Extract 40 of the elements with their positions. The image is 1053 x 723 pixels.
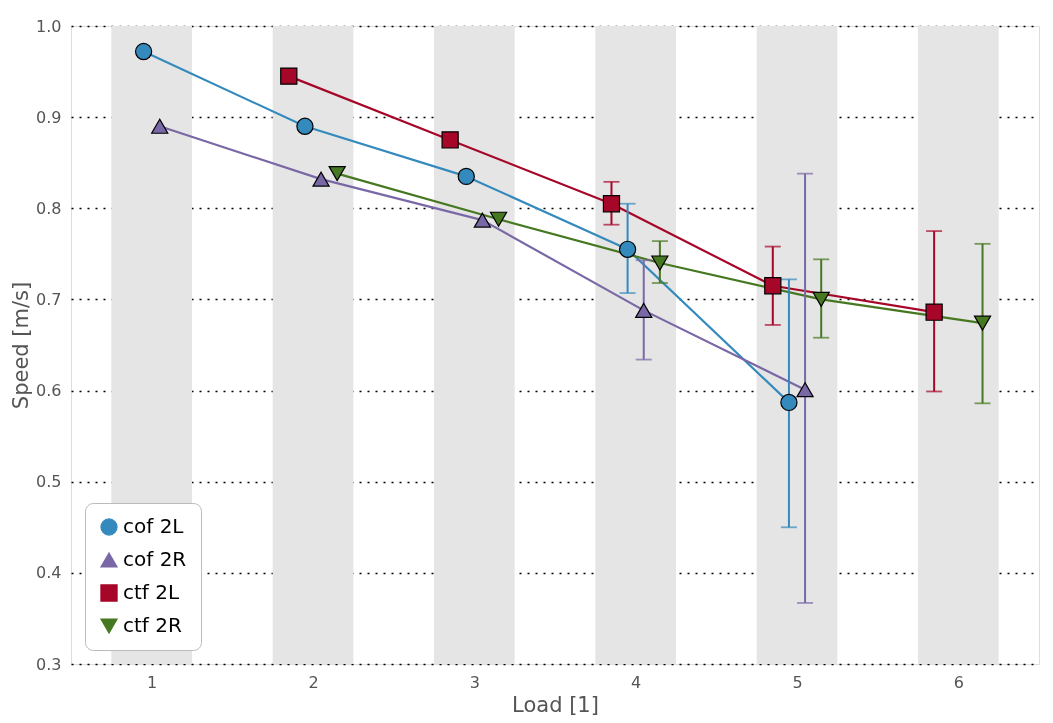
point: [602, 195, 621, 213]
y-axis-title: Speed [m/s]: [9, 281, 34, 410]
x-tick-label: 2: [308, 672, 319, 692]
x-tick-label: 4: [631, 672, 642, 692]
y-tick-label: 0.9: [36, 107, 62, 127]
y-tick-label: 0.3: [36, 654, 62, 674]
y-tick-label: 0.4: [36, 563, 62, 583]
legend-label: cof 2R: [123, 547, 187, 571]
x-tick-label: 6: [953, 672, 964, 692]
y-tick-label: 0.6: [36, 381, 62, 401]
y-tick-label: 0.7: [36, 289, 62, 309]
point: [651, 255, 669, 271]
point: [296, 117, 314, 135]
point: [925, 303, 943, 321]
point: [618, 240, 637, 258]
legend-label: cof 2L: [123, 514, 185, 538]
point: [441, 131, 459, 149]
point: [780, 393, 798, 412]
point: [328, 166, 346, 182]
point: [812, 291, 830, 308]
point: [312, 171, 330, 187]
point: [457, 167, 475, 186]
point: [635, 302, 653, 318]
y-tick-label: 0.5: [36, 472, 62, 492]
y-tick-label: 1.0: [36, 16, 62, 36]
point: [151, 118, 169, 134]
point: [796, 382, 814, 398]
legend-label: ctf 2L: [123, 580, 180, 604]
point: [134, 42, 153, 61]
x-axis-title: Load [1]: [512, 692, 599, 717]
point: [489, 211, 508, 227]
x-tick-label: 3: [469, 672, 480, 692]
point: [473, 212, 492, 228]
y-tick-label: 0.8: [36, 198, 62, 218]
legend-label: ctf 2R: [123, 613, 182, 637]
x-tick-label: 5: [792, 672, 803, 692]
x-tick-label: 1: [147, 672, 158, 692]
point: [764, 277, 782, 295]
point: [280, 67, 298, 85]
point: [973, 315, 992, 331]
